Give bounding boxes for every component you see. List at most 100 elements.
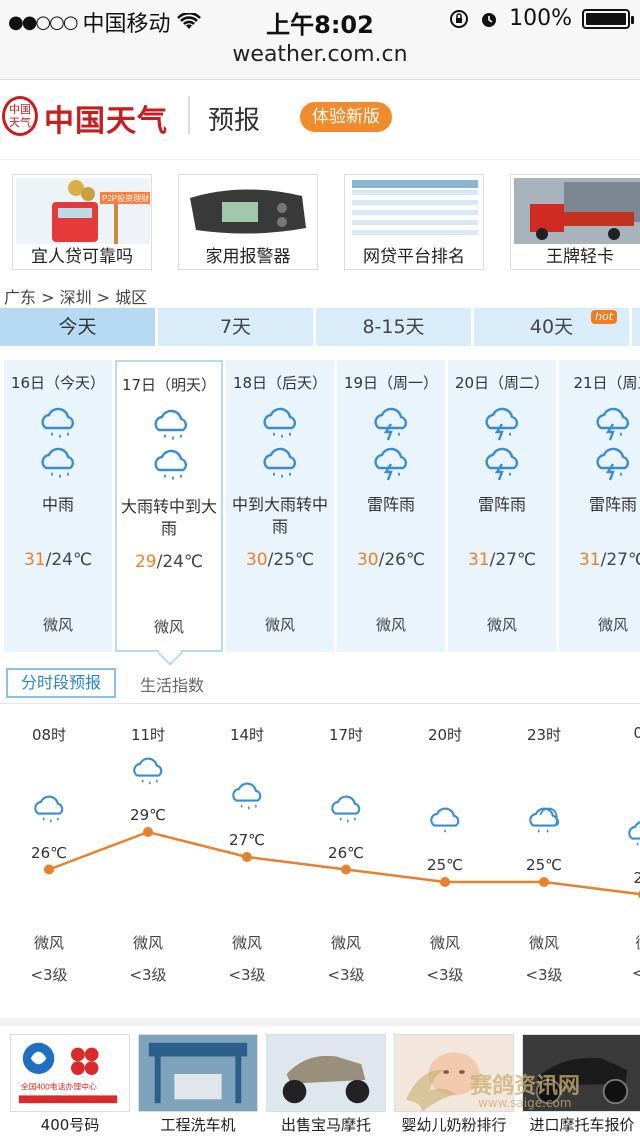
tab-8-15-days[interactable]: 8-15天 [316, 308, 471, 346]
ad-image-car-wash [138, 1034, 258, 1112]
hour-temperature: 26℃ [328, 843, 364, 862]
thunder-rain-icon [482, 406, 522, 442]
tab-hourly-forecast[interactable]: 分时段预报 [6, 668, 116, 698]
thunder-rain-icon [371, 406, 411, 442]
hourly-forecast: 08时 26℃ 微风 <3级 11时 29℃ 微风 <3级 14时 27℃ 微风 <3级 17时 26℃ 微… [0, 706, 640, 1012]
ad-card[interactable]: 王牌轻卡 [510, 174, 640, 270]
hour-temperature: 25℃ [526, 856, 562, 874]
clock: 上午8:02 [266, 11, 374, 39]
day-forecast-card[interactable]: 16日（今天） 中雨 31/24℃ 微风 [4, 360, 112, 652]
day-low-temp: /24℃ [45, 550, 93, 570]
hour-time: 02 [633, 724, 640, 742]
day-forecast-card[interactable]: 18日（后天） 中到大雨转中雨 30/25℃ 微风 [226, 360, 334, 652]
day-high-temp: 31 [23, 550, 46, 570]
hour-wind: 微风 [33, 934, 64, 952]
day-wind: 微风 [42, 616, 73, 634]
ad-card[interactable]: 婴幼儿奶粉排行 [394, 1034, 514, 1134]
hour-wind: 微风 [231, 934, 262, 952]
ad-image-bmw-motorcycle [266, 1034, 386, 1112]
tab-7-days[interactable]: 7天 [158, 308, 313, 346]
site-header: 中国 天气 中国天气 预报 体验新版 [0, 80, 640, 160]
alarm-icon [482, 12, 497, 27]
ad-label: 网贷平台排名 [363, 247, 465, 267]
day-condition: 雷阵雨 [366, 495, 415, 514]
rain-icon [31, 794, 67, 826]
ad-image-telecom-logo: 全国400电话办理中心 [10, 1034, 130, 1112]
day-forecast-card[interactable]: 21日（周三雷阵雨 31/27℃ 微风 [559, 360, 640, 652]
day-condition: 中雨 [41, 495, 74, 514]
battery-percent: 100% [509, 6, 572, 31]
ad-card[interactable]: 出售宝马摩托 [266, 1034, 386, 1134]
day-wind: 微风 [486, 616, 517, 634]
day-date: 18日（后天） [232, 374, 328, 392]
tab-today[interactable]: 今天 [0, 308, 155, 346]
rain-icon [151, 448, 191, 484]
day-date: 19日（周一） [343, 374, 439, 392]
ad-image-car-alarm [182, 178, 316, 244]
day-forecast-card[interactable]: 17日（明天） 大雨转中到大雨 29/24℃ 微风 [115, 360, 223, 652]
day-low-temp: /27℃ [489, 550, 537, 570]
ad-card[interactable]: 工程洗车机 [138, 1034, 258, 1134]
day-condition: 雷阵雨 [477, 495, 526, 514]
breadcrumb[interactable]: 广东 > 深圳 > 城区 [4, 288, 148, 307]
temperature-point [341, 864, 351, 875]
ad-card[interactable]: 网贷平台排名 [344, 174, 484, 270]
new-version-button[interactable]: 体验新版 [300, 102, 392, 132]
hot-badge: hot [590, 310, 617, 324]
day-forecast-card[interactable]: 19日（周一） 雷阵雨 30/26℃ 微风 [337, 360, 445, 652]
tab-more[interactable] [632, 308, 640, 346]
hour-wind-level: <3 [631, 964, 640, 982]
rain-icon [229, 781, 265, 813]
day-low-temp: /27℃ [600, 550, 640, 570]
day-high-temp: 30 [356, 550, 379, 570]
rotation-lock-icon [450, 9, 469, 28]
day-high-temp: 31 [467, 550, 490, 570]
hour-wind: 微风 [528, 934, 559, 952]
rain-icon [38, 446, 78, 482]
url-bar[interactable]: weather.com.cn [0, 40, 640, 80]
hour-temperature: 25℃ [427, 856, 463, 874]
rain-icon [260, 406, 300, 442]
tab-40-days[interactable]: 40天 hot [474, 308, 629, 346]
hour-wind: 微风 [330, 934, 361, 952]
day-forecast-card[interactable]: 20日（周二） 雷阵雨 31/27℃ 微风 [448, 360, 556, 652]
ad-card[interactable]: 家用报警器 [178, 174, 318, 270]
day-temperature: 31/24℃ [4, 550, 112, 570]
rain-icon [130, 756, 166, 788]
day-temperature: 31/27℃ [559, 550, 640, 570]
day-date: 17日（明天） [121, 376, 217, 394]
thunder-rain-icon [371, 446, 411, 482]
hour-wind: 微风 [132, 934, 163, 952]
forecast-tabs: 今天 7天 8-15天 40天 hot [0, 308, 640, 348]
tab-life-index[interactable]: 生活指数 [140, 676, 205, 695]
day-low-temp: /25℃ [267, 550, 315, 570]
cloudy-rain-icon [526, 806, 562, 838]
day-date: 20日（周二） [454, 374, 550, 392]
hour-time: 08时 [31, 726, 67, 744]
hour-time: 23时 [526, 726, 562, 744]
ad-card[interactable]: P2P投资理财 宜人贷可靠吗 [12, 174, 152, 270]
battery-icon [582, 8, 634, 29]
ad-card[interactable]: 全国400电话办理中心 400号码 [10, 1034, 130, 1134]
temperature-point [539, 877, 549, 887]
day-temperature: 30/25℃ [226, 550, 334, 570]
day-high-temp: 30 [245, 550, 268, 570]
temperature-point [44, 864, 54, 875]
day-date: 16日（今天） [10, 374, 106, 392]
site-logo[interactable]: 中国天气 [44, 104, 168, 139]
day-temperature: 31/27℃ [448, 550, 556, 570]
day-low-temp: /24℃ [156, 552, 204, 572]
thunder-rain-icon [593, 446, 633, 482]
ad-label: 宜人贷可靠吗 [31, 247, 133, 267]
wifi-icon [176, 13, 201, 29]
thunder-rain-icon [482, 446, 522, 482]
rain-icon [38, 406, 78, 442]
rain-icon [625, 819, 640, 851]
ad-card[interactable]: 进口摩托车报价 [522, 1034, 640, 1134]
section-title: 预报 [208, 106, 261, 136]
hour-time: 17时 [328, 726, 364, 744]
hour-wind: 微风 [429, 934, 460, 952]
day-temperature: 29/24℃ [117, 552, 221, 572]
day-condition: 大雨转中到大雨 [121, 497, 218, 538]
day-date: 21日（周三 [573, 374, 640, 392]
